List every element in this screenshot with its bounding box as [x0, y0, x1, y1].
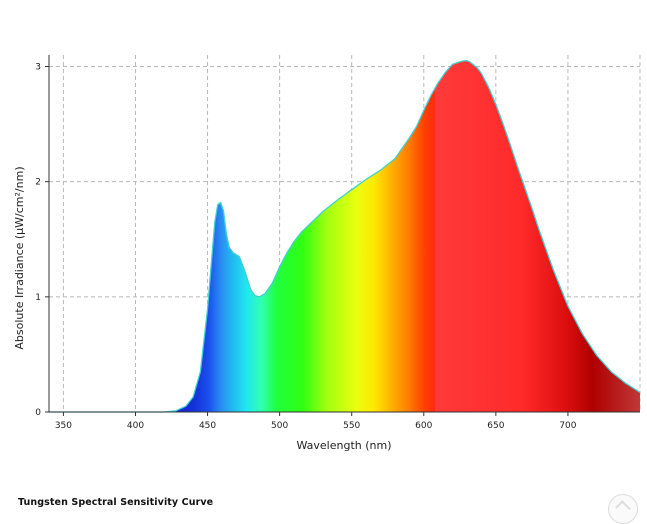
chart: 350 400 450 500 550 600 650 700 0 1 2 3 Wavelength …: [13, 55, 641, 452]
chart-caption: Tungsten Spectral Sensitivity Curve: [18, 497, 214, 508]
circle-logo-icon: [608, 494, 638, 524]
tick-marks: 350 400 450 500 550 600 650 700 0 1 2 3: [35, 63, 577, 431]
x-tick-label: 550: [343, 421, 360, 431]
y-tick-label: 0: [35, 408, 41, 418]
y-tick-label: 3: [35, 63, 41, 73]
x-axis-title: Wavelength (nm): [296, 439, 391, 452]
y-tick-label: 1: [35, 293, 41, 303]
x-tick-label: 500: [271, 421, 288, 431]
y-axis-title: Absolute Irradiance (µW/cm²/nm): [13, 166, 26, 349]
y-tick-label: 2: [35, 178, 41, 188]
spectrum-area: [49, 60, 640, 413]
x-tick-label: 600: [415, 421, 432, 431]
x-tick-label: 400: [127, 421, 144, 431]
x-tick-label: 450: [199, 421, 216, 431]
series-line: [49, 60, 641, 413]
x-tick-label: 650: [487, 421, 504, 431]
x-tick-label: 350: [55, 421, 72, 431]
x-tick-label: 700: [559, 421, 576, 431]
